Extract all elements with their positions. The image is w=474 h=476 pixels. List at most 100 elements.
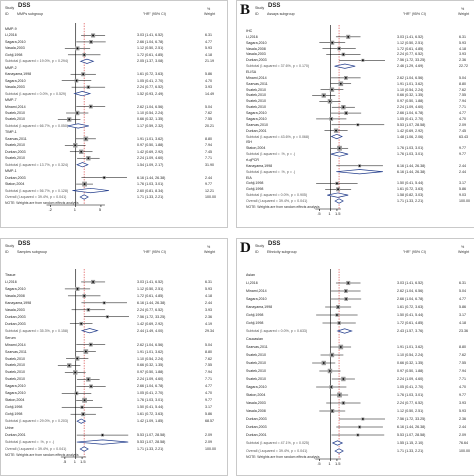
study-weight-text: 8.80	[459, 345, 466, 349]
study-hr-text: 1.10 (0.54, 2.24)	[397, 87, 424, 92]
study-point	[344, 76, 347, 79]
study-hr-text: 1.12 (0.50, 2.51)	[397, 409, 424, 413]
forest-panel-assays: B Study DSS ID Assays subgroup "HR" (95% CI)%…	[236, 0, 474, 228]
subtotal-weight-text: 23.36	[459, 329, 468, 333]
study-weight-text: 4.70	[205, 78, 212, 83]
forest-panel-samples: Study DSS ID Samples subgroup "HR" (95% CI)%…	[0, 238, 228, 476]
study-label: Gohji,1998	[5, 52, 23, 57]
study-hr-text: 1.12 (0.50, 2.51)	[397, 40, 424, 45]
study-weight-text: 2.44	[205, 300, 212, 305]
study-label: Svatek,2010	[246, 99, 266, 104]
study-label: Staton,2004	[246, 146, 266, 151]
study-point	[76, 357, 79, 360]
study-hr-text: 1.91 (1.01, 3.62)	[137, 136, 164, 141]
study-weight-text: 7.71	[459, 377, 466, 381]
study-point	[322, 362, 325, 364]
study-hr-text: 3.03 (1.41, 6.52)	[137, 279, 164, 284]
study-hr-text: 7.56 (1.72, 33.25)	[137, 314, 166, 319]
study-weight-text: 7.94	[205, 143, 212, 148]
subtotal-label: Subtotal (I-squared = 43.6%, p = 0.068)	[246, 134, 310, 139]
study-label: Vasala,2003	[246, 52, 266, 57]
study-weight-text: 7.71	[205, 156, 212, 161]
subgroup-label: ISH	[246, 140, 252, 145]
panel-label: B	[240, 2, 251, 18]
study-hr-text: 1.91 (1.01, 3.62)	[397, 345, 424, 349]
study-weight-text: 2.36	[459, 417, 466, 421]
weights-note: NOTE: Weights are from random effects an…	[246, 205, 320, 209]
subtotal-label: Subtotal (I-squared = 13.7%, p = 0.324)	[5, 162, 69, 167]
study-label: Sagara,2010	[5, 384, 26, 389]
study-weight-text: 5.86	[459, 187, 466, 192]
study-label: Durkan,2001	[246, 433, 267, 437]
study-hr-text: 2.66 (1.04, 6.78)	[137, 384, 164, 389]
study-hr-text: 1.61 (0.72, 3.63)	[397, 187, 424, 192]
study-point	[347, 282, 350, 284]
col-header-weight-pct: %	[207, 7, 211, 11]
subtotal-weight-text: 22.72	[459, 64, 468, 69]
study-point	[83, 399, 86, 402]
forest-plot-svg	[312, 269, 385, 461]
overall-diamond	[79, 446, 89, 452]
study-weight-text: 6.31	[459, 281, 466, 285]
study-hr-text: 1.76 (1.03, 3.01)	[397, 146, 424, 151]
study-hr-text: 1.76 (1.03, 3.01)	[397, 393, 424, 397]
study-weight-text: 2.44	[205, 175, 212, 180]
study-label: Li,2016	[5, 33, 17, 38]
chart-title: DSS	[18, 3, 31, 9]
study-label: Svatek,2010	[5, 156, 25, 161]
study-point	[331, 88, 333, 91]
col-header-weight-pct: %	[207, 245, 211, 249]
forest-plot-svg	[46, 23, 127, 207]
study-weight-text: 4.77	[205, 39, 212, 44]
subtotal-label: Subtotal (I-squared = 47.1%, p = 0.025)	[246, 441, 310, 445]
study-hr-text: 1.72 (0.61, 4.85)	[137, 52, 164, 57]
study-hr-text: 2.24 (0.77, 6.52)	[397, 52, 424, 57]
study-hr-text: 2.62 (1.04, 6.56)	[137, 104, 164, 109]
study-point	[338, 322, 341, 324]
study-point	[92, 281, 94, 283]
study-label: Durkan,2003	[5, 321, 26, 326]
study-point	[331, 354, 333, 356]
subtotal-diamond	[72, 187, 109, 194]
subtotal-hr-text: 2.44 (1.49, 4.00)	[137, 328, 164, 333]
study-hr-text: 1.10 (0.54, 2.24)	[397, 353, 424, 357]
study-weight-text: 8.80	[205, 136, 212, 141]
study-hr-text: 1.12 (0.50, 2.51)	[137, 286, 164, 291]
study-point	[68, 118, 71, 121]
subtotal-weight-text: 21.19	[205, 59, 214, 64]
study-weight-text: 5.86	[205, 412, 212, 417]
study-point	[80, 150, 83, 153]
subgroup-label: MMP-7	[5, 98, 17, 103]
study-point	[82, 413, 85, 416]
x-tick-label: .5	[317, 461, 321, 466]
study-label: Li,2016	[5, 279, 17, 284]
col-header-id: ID	[5, 250, 9, 254]
col-header-id: ID	[5, 12, 9, 16]
study-label: Durkan,2001	[246, 128, 267, 133]
study-hr-text: 2.24 (0.77, 6.52)	[397, 401, 424, 405]
study-label: Kanayama,1998	[246, 305, 273, 309]
study-point	[81, 406, 83, 409]
subtotal-hr-text: 2.46 (1.29, 4.69)	[397, 64, 424, 69]
study-point	[322, 94, 325, 97]
study-weight-text: 5.93	[459, 40, 466, 45]
study-point	[329, 370, 331, 372]
study-point	[361, 59, 364, 62]
study-point	[76, 47, 79, 50]
study-label: Sagara,2010	[5, 78, 26, 83]
study-weight-text: 7.94	[459, 369, 466, 373]
study-label: Staton,2004	[5, 398, 25, 403]
subtotal-hr-text: 1.76 (1.03, 3.01)	[397, 152, 424, 157]
subtotal-hr-text: 1.54 (1.09, 2.17)	[137, 162, 164, 167]
study-hr-text: 5.53 (1.07, 28.58)	[397, 433, 426, 437]
study-hr-text: 0.66 (0.32, 1.35)	[397, 93, 424, 98]
study-weight-text: 4.18	[205, 52, 212, 57]
study-label: Durkan,2003	[5, 175, 26, 180]
study-label: Gohji,1998	[246, 313, 264, 317]
x-tick-label: 1.5	[334, 211, 341, 216]
x-tick-label: 1	[73, 207, 76, 212]
study-hr-text: 2.66 (1.04, 6.78)	[397, 297, 424, 301]
subtotal-diamond	[331, 440, 344, 446]
col-header-study: Study	[255, 244, 265, 248]
study-label: Svatek,2010	[5, 377, 25, 382]
